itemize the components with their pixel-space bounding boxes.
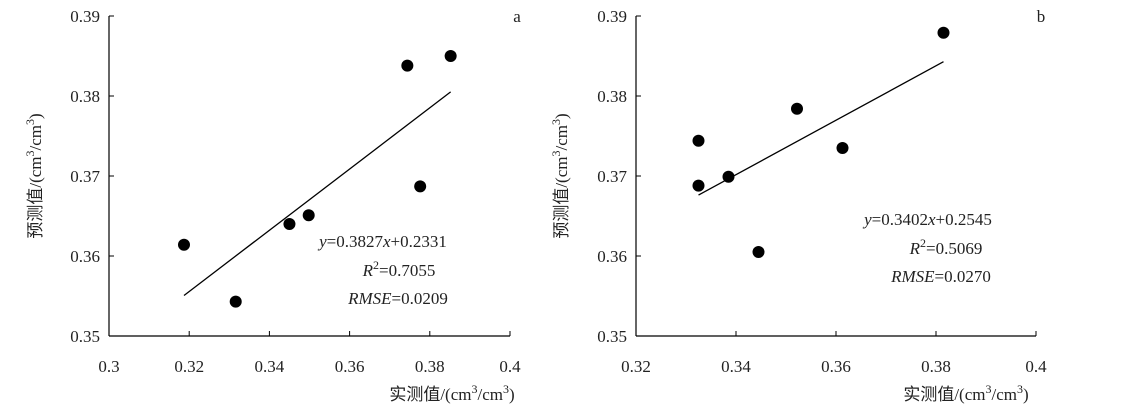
data-point xyxy=(937,26,950,39)
data-point xyxy=(836,142,849,154)
y-tick-label: 0.37 xyxy=(70,167,100,186)
x-tick-label: 0.38 xyxy=(921,357,951,376)
x-tick-label: 0.3 xyxy=(98,357,119,376)
data-point xyxy=(283,218,296,230)
data-point xyxy=(401,59,414,72)
x-tick-label: 0.38 xyxy=(415,357,445,376)
data-point xyxy=(692,134,705,147)
data-point xyxy=(229,295,242,308)
y-tick-label: 0.38 xyxy=(70,87,100,106)
y-tick-label: 0.39 xyxy=(70,7,100,26)
y-tick-label: 0.36 xyxy=(597,247,627,266)
scatter-panel-b: 0.35 0.36 0.37 0.38 0.39 0.32 0.34 0.36 0.38 0.4 b… xyxy=(549,7,1047,404)
data-point xyxy=(177,238,190,251)
x-tick-label: 0.32 xyxy=(174,357,204,376)
y-tick-label: 0.35 xyxy=(597,327,627,346)
y-tick-label: 0.39 xyxy=(597,7,627,26)
regression-equation: y=0.3402x+0.2545 xyxy=(862,210,992,229)
panel-label: a xyxy=(513,7,521,26)
x-tick-label: 0.34 xyxy=(721,357,751,376)
r-squared-label: R2=0.5069 xyxy=(909,236,983,258)
x-tick-label: 0.36 xyxy=(821,357,851,376)
r-squared-label: R2=0.7055 xyxy=(362,258,436,280)
scatter-panel-a: 0.35 0.36 0.37 0.38 0.39 0.3 0.32 0.34 0.36 0.38 0… xyxy=(23,7,521,404)
data-point xyxy=(722,170,735,183)
x-tick-label: 0.34 xyxy=(255,357,285,376)
data-point xyxy=(414,180,427,193)
y-axis-title: 预测值/(cm3/cm3) xyxy=(549,113,571,238)
x-tick-label: 0.4 xyxy=(499,357,521,376)
trend-line xyxy=(698,61,944,196)
regression-equation: y=0.3827x+0.2331 xyxy=(317,232,447,251)
y-tick-label: 0.35 xyxy=(70,327,100,346)
rmse-label: RMSE=0.0270 xyxy=(890,267,991,286)
y-tick-label: 0.38 xyxy=(597,87,627,106)
y-axis-title: 预测值/(cm3/cm3) xyxy=(23,113,45,238)
x-axis-title: 实测值/(cm3/cm3) xyxy=(903,382,1028,404)
data-point xyxy=(302,209,315,222)
panel-label: b xyxy=(1037,7,1046,26)
x-tick-label: 0.36 xyxy=(335,357,365,376)
trend-line xyxy=(183,91,452,296)
x-axis-title: 实测值/(cm3/cm3) xyxy=(389,382,514,404)
x-tick-label: 0.4 xyxy=(1025,357,1047,376)
data-point xyxy=(791,102,803,115)
data-point xyxy=(752,246,765,258)
data-point xyxy=(692,179,705,192)
y-tick-label: 0.36 xyxy=(70,247,100,266)
y-tick-label: 0.37 xyxy=(597,167,627,186)
data-point xyxy=(444,50,457,62)
rmse-label: RMSE=0.0209 xyxy=(347,289,448,308)
x-tick-label: 0.32 xyxy=(621,357,651,376)
